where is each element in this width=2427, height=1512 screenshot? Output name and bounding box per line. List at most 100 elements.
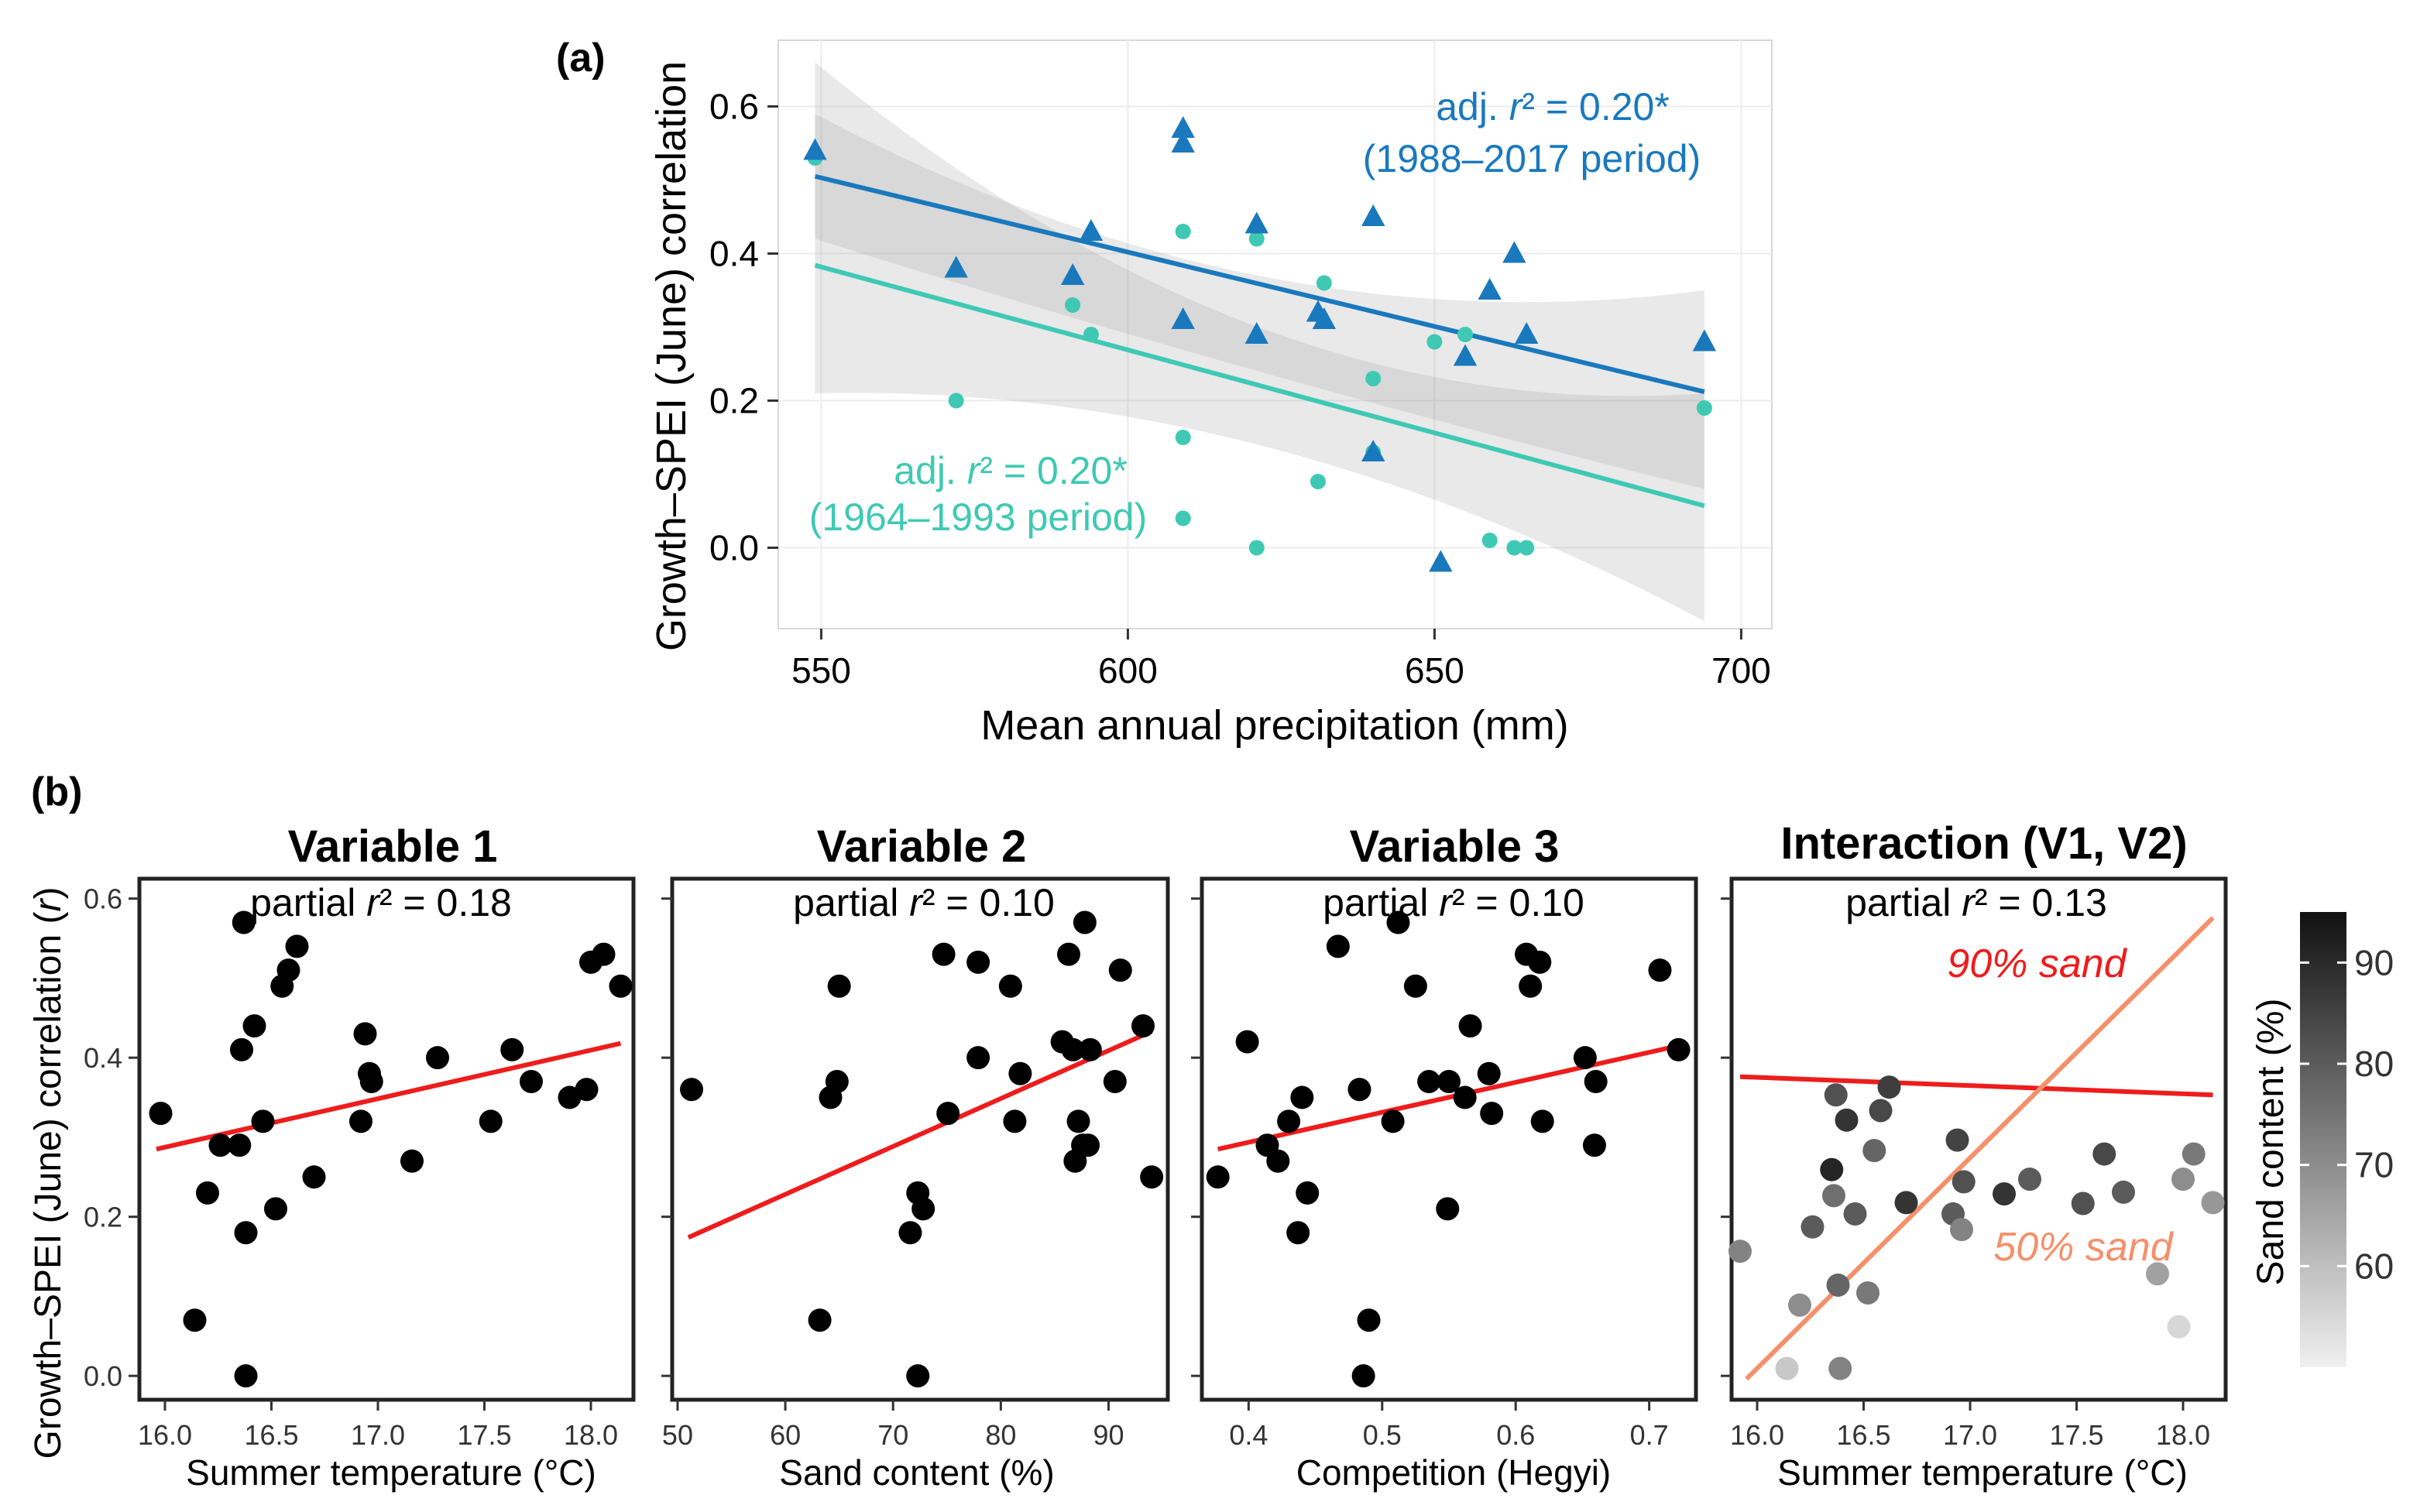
- ci-band-blue: [815, 114, 1704, 489]
- panel-b1-point: [400, 1149, 424, 1173]
- panel-b4-point: [1862, 1139, 1886, 1163]
- panel-b3-x-tick-label: 0.4: [1229, 1419, 1268, 1451]
- panel-b1-y-tick-label: 0.0: [84, 1360, 122, 1392]
- panel-b-y-axis-label: Growth–SPEI (June) correlation (r): [28, 887, 69, 1459]
- panel-b2-point: [936, 1102, 960, 1126]
- annotation-blue-r2-r: r: [1509, 85, 1524, 129]
- annotation-blue-r2: adj. r² = 0.20*: [1436, 85, 1670, 129]
- panel-b3-point: [1528, 950, 1552, 974]
- colorbar-tick-label: 70: [2354, 1145, 2394, 1185]
- panel-b2-point: [1103, 1070, 1127, 1094]
- panel-b3-point: [1290, 1085, 1314, 1109]
- point-blue: [1453, 344, 1478, 366]
- panel-b4-point: [1950, 1218, 1973, 1242]
- line-label-90-sand: 90% sand: [1947, 941, 2127, 986]
- panel-b1-point: [426, 1046, 449, 1070]
- panel-b1-y-tick-label: 0.6: [84, 883, 122, 915]
- panel-b1-point: [183, 1308, 207, 1332]
- panel-b4-x-tick-label: 17.5: [2049, 1419, 2103, 1451]
- colorbar-tick-label: 90: [2354, 942, 2394, 982]
- line-label-50-sand: 50% sand: [1993, 1225, 2174, 1270]
- panel-b2-subtitle-prefix: partial: [793, 881, 909, 924]
- annotation-teal-r2-value: ² = 0.20*: [980, 449, 1127, 492]
- panel-b3-x-tick-label: 0.7: [1630, 1419, 1669, 1451]
- point-teal: [1426, 334, 1443, 350]
- panel-b2-x-tick-label: 90: [1093, 1419, 1124, 1451]
- panel-b2-x-tick-label: 60: [770, 1419, 801, 1451]
- panel-b1-point: [149, 1102, 173, 1126]
- point-blue: [944, 255, 968, 278]
- panel-b3-point: [1573, 1046, 1597, 1070]
- panel-b2-point: [1131, 1014, 1155, 1038]
- panel-b3-subtitle-value: ² = 0.10: [1452, 881, 1584, 924]
- point-teal: [1310, 474, 1326, 489]
- panel-b1-point: [359, 1070, 383, 1094]
- point-blue: [1079, 219, 1104, 241]
- point-blue: [1361, 440, 1385, 461]
- panel-b4-point: [1824, 1083, 1848, 1107]
- panel-b3-point: [1530, 1109, 1554, 1133]
- panel-b1-x-tick-label: 18.0: [564, 1419, 618, 1451]
- panel-b3-x-tick-label: 0.6: [1496, 1419, 1535, 1451]
- point-teal: [1248, 231, 1265, 247]
- panel-b4-point: [2146, 1262, 2169, 1286]
- panel-b3-point: [1648, 958, 1672, 982]
- panel-b1-point: [353, 1022, 377, 1046]
- panel-b4-line-50-sand: [1745, 916, 2215, 1381]
- panel-b1-x-tick-label: 16.5: [244, 1419, 298, 1451]
- panel-b4-point: [1952, 1170, 1976, 1194]
- panel-a-x-tick-label: 650: [1405, 650, 1464, 691]
- panel-b1-point: [609, 974, 633, 998]
- panel-b4-point: [1945, 1128, 1969, 1152]
- panel-b3-point: [1417, 1070, 1441, 1094]
- panel-b2-point: [1066, 1109, 1090, 1133]
- panel-b1-point: [500, 1037, 524, 1061]
- panel-b3-point: [1386, 910, 1410, 934]
- panel-b4-point: [2201, 1191, 2225, 1215]
- panel-b4-chart: Interaction (V1, V2) partial r² = 0.13 S…: [1721, 818, 2228, 1493]
- panel-b3-x-axis-label: Competition (Hegyi): [1296, 1452, 1611, 1493]
- panel-b4-x-tick-label: 18.0: [2156, 1419, 2210, 1451]
- panel-b2-point: [1057, 942, 1080, 966]
- panel-b2-point: [1073, 910, 1097, 934]
- panel-b3-fit-line: [1217, 1043, 1680, 1152]
- panel-b2-point: [680, 1078, 704, 1102]
- panel-b2-point: [1108, 958, 1132, 982]
- panel-b2-point: [911, 1197, 935, 1221]
- panel-b1-point: [228, 1133, 252, 1157]
- annotation-blue-r2-prefix: adj.: [1436, 85, 1509, 129]
- panel-b1-point: [592, 942, 616, 966]
- panel-b2-point: [808, 1308, 832, 1332]
- point-blue: [1361, 204, 1385, 226]
- panel-b3-point: [1667, 1037, 1691, 1061]
- point-teal: [1065, 297, 1081, 313]
- panel-b2-x-axis-label: Sand content (%): [779, 1452, 1054, 1493]
- point-blue: [1244, 211, 1268, 234]
- point-blue: [1171, 131, 1195, 153]
- panel-b1-point: [232, 910, 256, 934]
- annotation-blue-period: (1988–2017 period): [1363, 137, 1701, 180]
- point-blue: [1692, 329, 1717, 351]
- panel-b1-title: Variable 1: [288, 821, 498, 872]
- panel-b1-point: [234, 1221, 258, 1245]
- panel-b4-point: [1728, 1239, 1752, 1263]
- panel-a-x-tick-label: 600: [1098, 650, 1158, 691]
- panel-b4-line-90-sand: [1739, 1074, 2213, 1098]
- fit-line-teal: [814, 262, 1705, 509]
- panel-b4-point: [1856, 1281, 1879, 1305]
- point-blue: [1429, 550, 1453, 572]
- panel-b3-point: [1296, 1181, 1320, 1205]
- panel-b3-point: [1357, 1308, 1381, 1332]
- panel-b3-point: [1480, 1102, 1504, 1126]
- point-teal: [1175, 510, 1191, 526]
- panel-b1-subtitle-prefix: partial: [250, 881, 366, 924]
- panel-b1-point: [208, 1133, 232, 1157]
- panel-b2-point: [825, 1070, 849, 1094]
- panel-b1-subtitle: partial r² = 0.18: [250, 881, 512, 924]
- panel-a-fit-lines: [814, 173, 1705, 509]
- panel-a-y-tick-label: 0.6: [709, 87, 759, 127]
- panel-b2-fit-line: [687, 1029, 1153, 1240]
- panel-b1-point: [234, 1364, 258, 1388]
- panel-b2-point: [1076, 1133, 1100, 1157]
- panel-b1-point: [349, 1109, 372, 1133]
